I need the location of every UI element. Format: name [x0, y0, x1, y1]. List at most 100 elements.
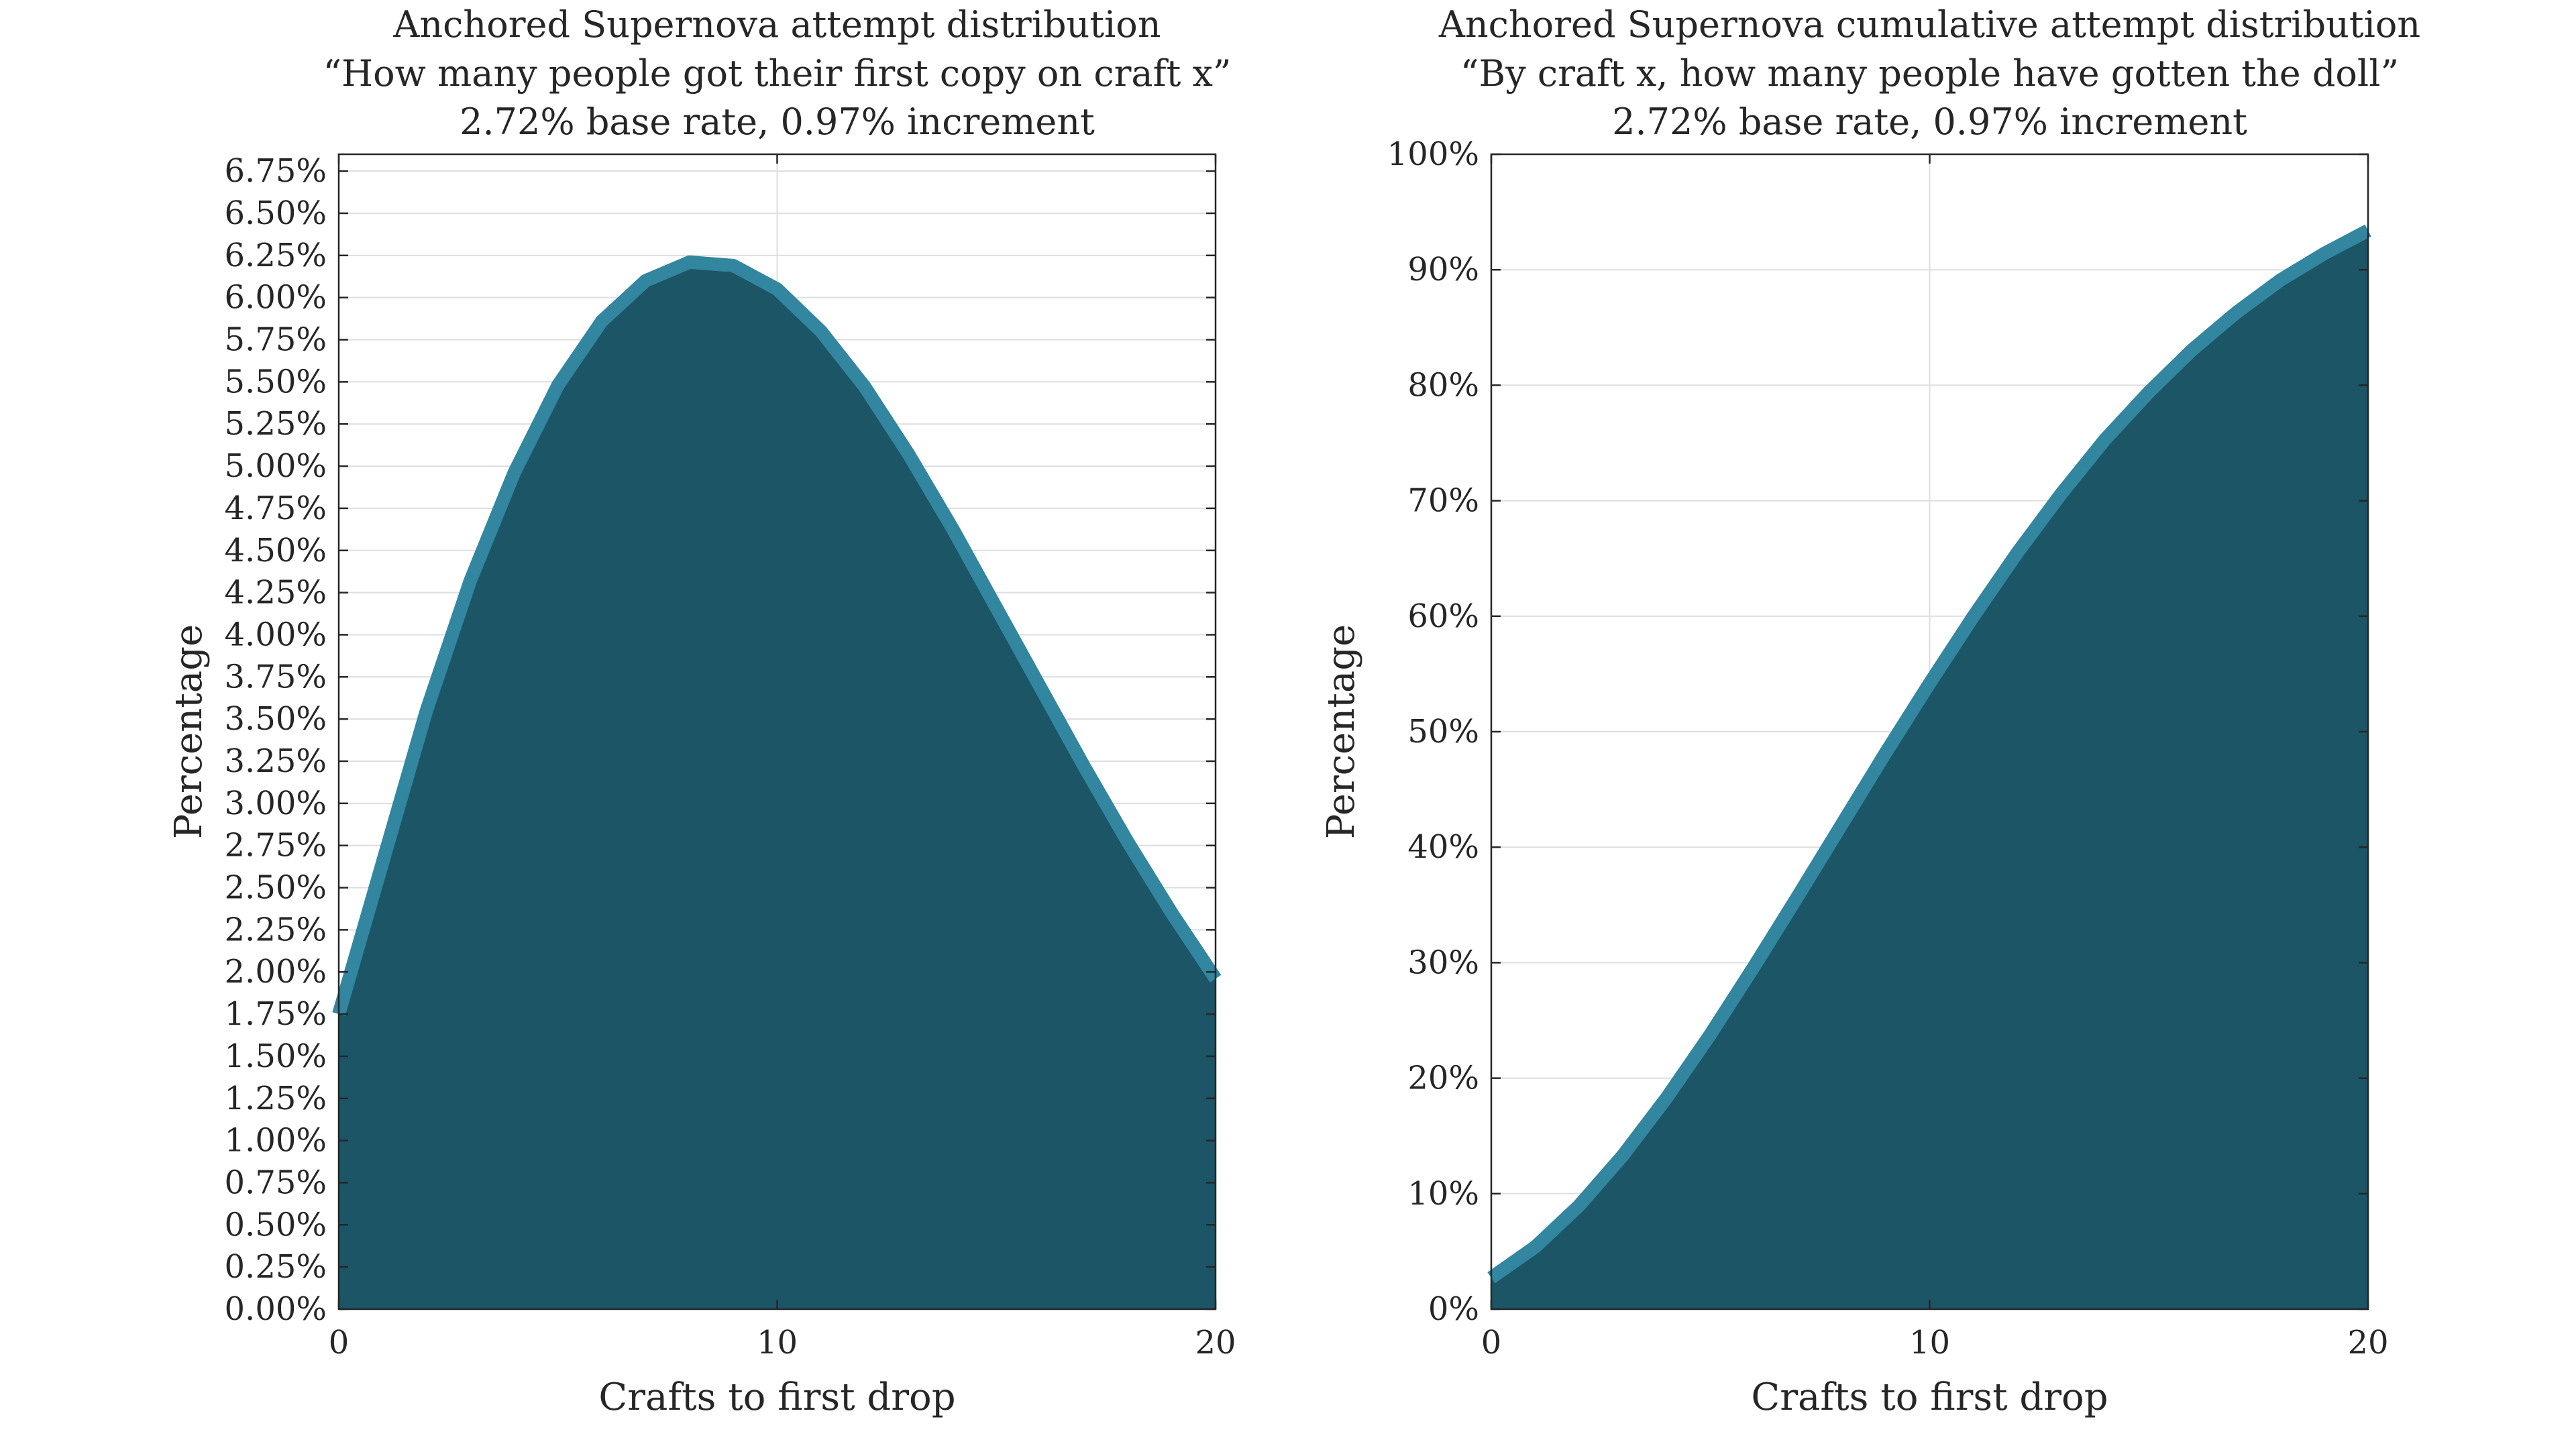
y-tick-label: 1.00%: [225, 1122, 327, 1160]
y-tick-label: 6.00%: [225, 279, 327, 317]
y-tick-label: 1.25%: [225, 1080, 327, 1117]
chart-title-line-2: “By craft x, how many people have gotten…: [1460, 52, 2399, 95]
y-tick-label: 2.00%: [225, 953, 327, 991]
y-tick-label: 20%: [1407, 1060, 1479, 1097]
data-point: [2061, 493, 2062, 494]
data-point: [2148, 392, 2149, 393]
x-axis-label: Crafts to first drop: [1751, 1376, 2108, 1419]
data-point: [1171, 912, 1173, 913]
data-point: [1622, 1155, 1623, 1156]
y-tick-label: 30%: [1407, 944, 1479, 981]
data-point: [1534, 1246, 1536, 1247]
data-point: [864, 386, 865, 388]
chart-title-line-1: Anchored Supernova cumulative attempt di…: [1438, 3, 2420, 46]
data-point: [777, 288, 778, 290]
y-tick-label: 6.75%: [225, 152, 327, 190]
y-tick-label: 4.00%: [225, 616, 327, 653]
data-point: [601, 321, 602, 322]
data-point: [908, 453, 910, 455]
data-point: [1841, 824, 1843, 825]
data-point: [820, 331, 822, 332]
y-axis-label: Percentage: [1320, 624, 1363, 840]
y-tick-label: 0%: [1428, 1290, 1479, 1328]
chart-title-line-1: Anchored Supernova attempt distribution: [392, 3, 1161, 46]
y-tick-label: 40%: [1407, 828, 1479, 866]
y-tick-label: 6.25%: [225, 237, 327, 274]
x-tick-label: 0: [1481, 1324, 1502, 1361]
y-tick-label: 60%: [1407, 598, 1479, 635]
y-tick-label: 10%: [1407, 1175, 1479, 1213]
y-tick-label: 0.75%: [225, 1164, 327, 1201]
data-point: [1754, 966, 1755, 967]
chart-panel-1: 0.00% 0.25% 0.50% 0.75% 1.00% 1.25% 1.50% 1.75%…: [167, 3, 1236, 1419]
data-point: [1710, 1034, 1711, 1035]
x-tick-label: 10: [757, 1324, 798, 1361]
y-tick-label: 2.50%: [225, 869, 327, 907]
data-point: [2017, 552, 2018, 553]
series-line: [1487, 224, 2371, 1284]
series-area: [339, 262, 1216, 1310]
data-point: [470, 580, 471, 581]
y-tick-label: 3.00%: [225, 785, 327, 822]
y-tick-label: 70%: [1407, 482, 1479, 520]
data-point: [952, 528, 953, 529]
y-tick-label: 3.50%: [225, 700, 327, 738]
data-point: [1973, 616, 1974, 617]
data-point: [1797, 895, 1799, 897]
y-tick-label: 6.50%: [225, 194, 327, 232]
y-tick-label: 4.75%: [225, 490, 327, 527]
data-point: [2324, 253, 2325, 254]
series-line: [332, 255, 1222, 1016]
y-tick-label: 3.25%: [225, 742, 327, 780]
data-point: [557, 384, 559, 386]
y-tick-label: 50%: [1407, 713, 1479, 750]
data-point: [513, 472, 515, 473]
data-point: [2104, 439, 2106, 440]
data-point: [1083, 766, 1085, 767]
x-axis-label: Crafts to first drop: [598, 1376, 955, 1419]
chart-title-line-2: “How many people got their first copy on…: [323, 52, 1231, 95]
y-tick-label: 1.75%: [225, 995, 327, 1033]
y-tick-label: 0.00%: [225, 1290, 327, 1328]
x-tick-label: 10: [1909, 1324, 1950, 1361]
data-point: [1885, 752, 1886, 753]
y-tick-label: 3.75%: [225, 658, 327, 695]
y-tick-label: 2.25%: [225, 911, 327, 948]
y-tick-label: 4.25%: [225, 574, 327, 612]
data-point: [1040, 686, 1041, 687]
data-point: [733, 265, 734, 266]
x-tick-label: 20: [2347, 1324, 2388, 1361]
data-point: [2279, 280, 2281, 281]
y-tick-label: 2.75%: [225, 827, 327, 864]
data-point: [2236, 312, 2237, 313]
chart-title-line-3: 2.72% base rate, 0.97% increment: [1612, 101, 2247, 143]
data-point: [645, 280, 646, 282]
y-tick-label: 5.25%: [225, 405, 327, 443]
y-tick-label: 5.00%: [225, 447, 327, 485]
y-tick-label: 0.50%: [225, 1206, 327, 1243]
data-point: [996, 607, 997, 608]
y-tick-label: 5.50%: [225, 363, 327, 400]
y-tick-label: 90%: [1407, 251, 1479, 288]
data-point: [426, 710, 427, 712]
data-point: [689, 262, 690, 263]
y-tick-label: 4.50%: [225, 532, 327, 569]
y-axis-label: Percentage: [167, 624, 211, 840]
data-point: [1578, 1205, 1580, 1207]
y-tick-label: 1.50%: [225, 1038, 327, 1075]
data-point: [1929, 683, 1931, 684]
y-tick-label: 5.75%: [225, 321, 327, 359]
y-tick-label: 80%: [1407, 366, 1479, 404]
x-tick-label: 20: [1195, 1324, 1236, 1361]
y-tick-label: 100%: [1387, 135, 1479, 173]
data-point: [1127, 842, 1128, 843]
chart-panel-2: 0% 10% 20% 30% 40% 50% 60% 70% 80% 90% 100% 0 10 20 Cr…: [1320, 3, 2420, 1419]
data-point: [382, 862, 383, 863]
y-tick-label: 0.25%: [225, 1248, 327, 1286]
data-point: [1666, 1097, 1667, 1099]
chart-title-line-3: 2.72% base rate, 0.97% increment: [460, 101, 1095, 143]
data-point: [2192, 349, 2194, 350]
x-tick-label: 0: [329, 1324, 350, 1361]
